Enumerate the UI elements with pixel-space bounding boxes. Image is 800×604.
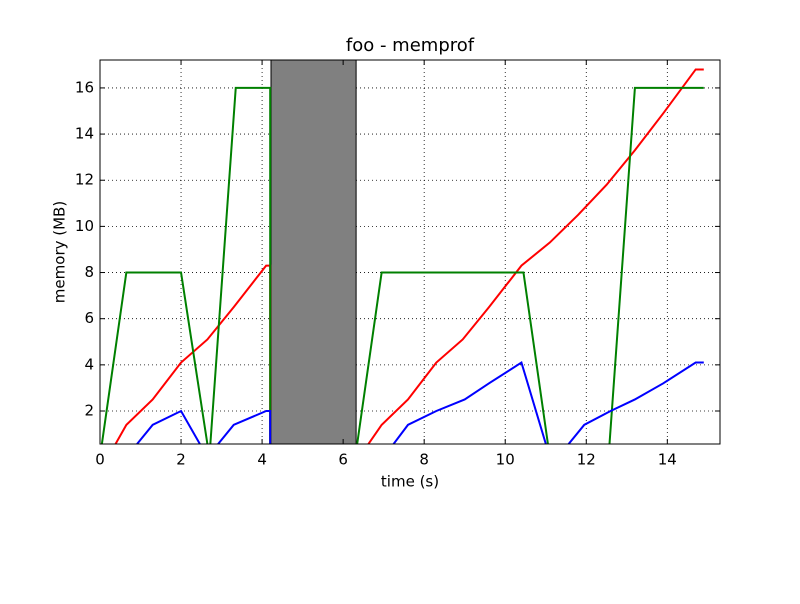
x-tick-label: 10 <box>496 451 515 469</box>
y-tick-label: 14 <box>75 125 94 143</box>
y-tick-label: 4 <box>84 355 94 373</box>
y-axis-label: memory (MB) <box>51 201 69 303</box>
x-tick-label: 0 <box>95 451 105 469</box>
y-tick-label: 10 <box>75 217 94 235</box>
grid <box>99 60 720 444</box>
y-tick-label: 2 <box>84 402 94 420</box>
y-tick-label: 12 <box>75 171 94 189</box>
x-tick-label: 14 <box>658 451 677 469</box>
line <box>135 360 704 444</box>
line <box>100 86 704 444</box>
x-axis-label: time (s) <box>381 473 439 491</box>
plot-area <box>100 60 704 444</box>
x-tick-label: 8 <box>419 451 429 469</box>
axes-frame <box>99 59 721 445</box>
x-tick-label: 2 <box>176 451 186 469</box>
y-tick-label: 16 <box>75 78 94 96</box>
chart-title: foo - memprof <box>346 35 475 56</box>
line <box>114 68 704 444</box>
y-tick-label: 8 <box>84 263 94 281</box>
x-tick-label: 12 <box>577 451 596 469</box>
shaded-span <box>270 60 357 444</box>
y-tick-label: 6 <box>84 309 94 327</box>
x-tick-label: 4 <box>257 451 267 469</box>
ticks: 0 2 4 6 8 10 12 14 2 4 6 8 10 12 14 16 <box>75 60 720 469</box>
x-tick-label: 6 <box>338 451 348 469</box>
